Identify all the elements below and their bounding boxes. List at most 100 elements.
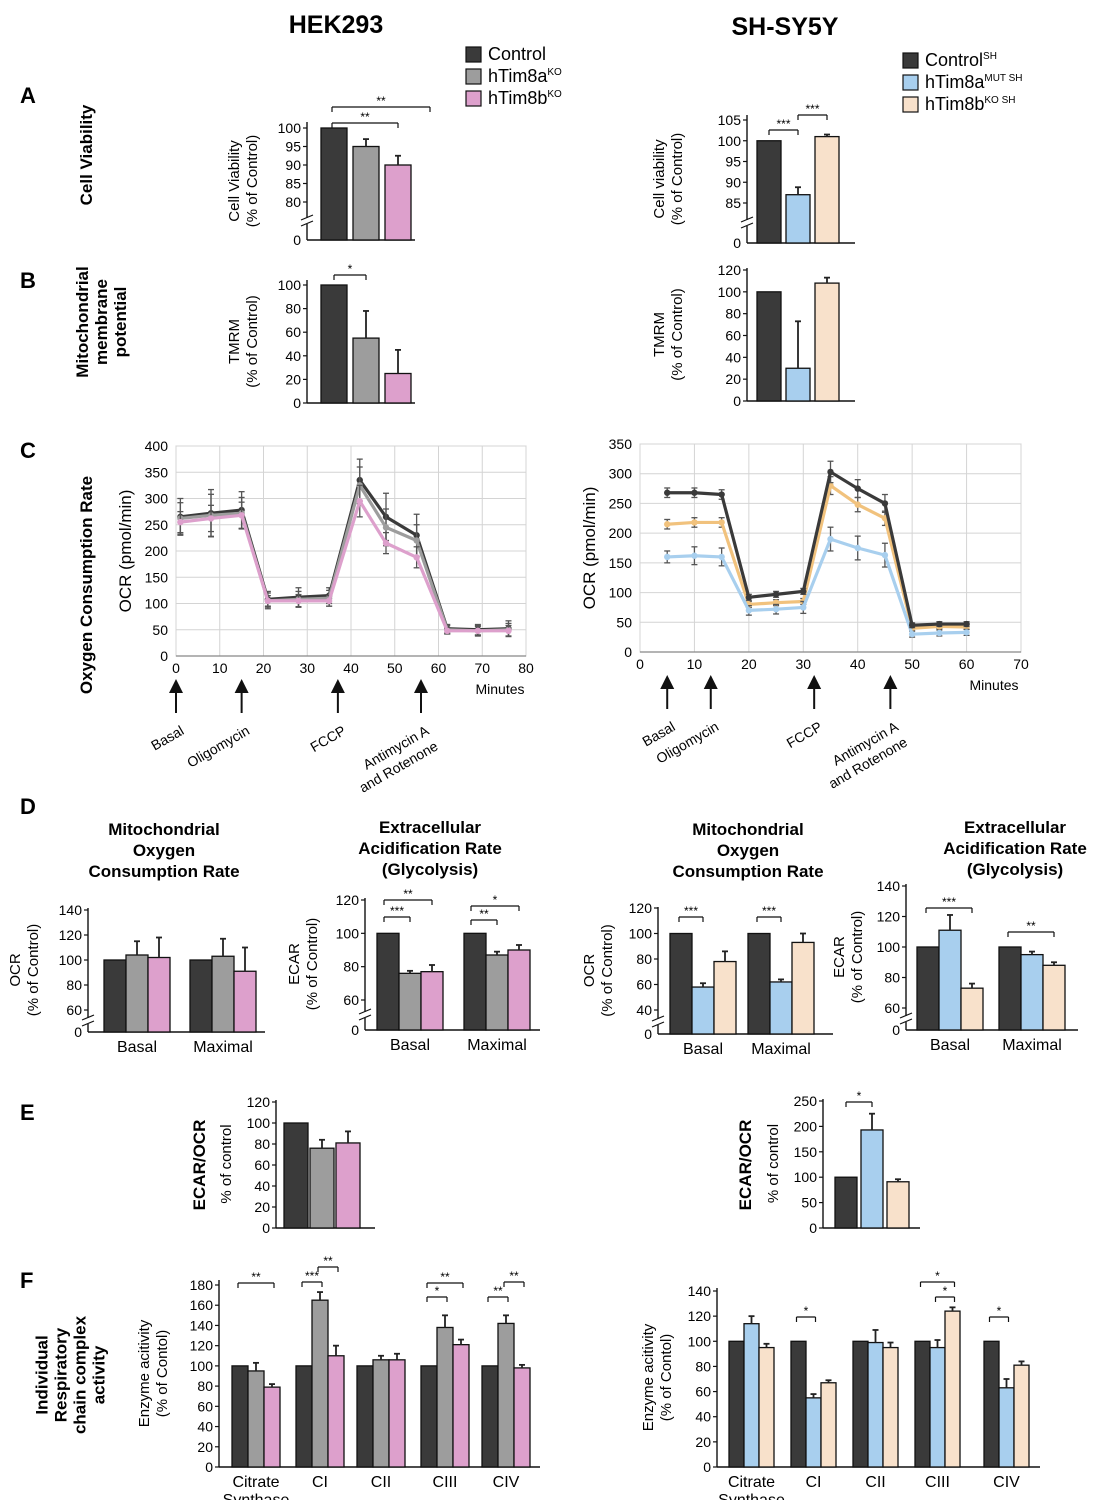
- chart-D4: 0 60 80 100 120 140 ECAR (% of Control) Basal Max…: [831, 818, 1087, 1054]
- significance-label: *: [348, 262, 353, 276]
- y-tick-label: 0: [809, 1220, 817, 1236]
- y-tick-label: 0: [703, 1459, 711, 1475]
- chart-C_right: 0 50 100 150 200 250 300 350 0 10 20 30 40 50 60 70 Minu…: [580, 436, 1029, 792]
- bar: [376, 932, 400, 1031]
- significance-label: **: [403, 887, 413, 901]
- y-axis-title-line: TMRM: [651, 312, 668, 357]
- chart-title-rotated: ECAR/OCR: [190, 1120, 209, 1211]
- category-label: CIV: [993, 1474, 1020, 1491]
- arrow-head: [330, 679, 345, 693]
- series-line: [667, 537, 967, 636]
- series-2: [177, 484, 512, 637]
- series-1: [664, 526, 970, 638]
- legend-item: hTim8aKO: [465, 66, 562, 86]
- y-tick-label: 50: [801, 1195, 817, 1211]
- bar: [747, 932, 771, 1035]
- data-point: [908, 622, 916, 629]
- significance-bracket: **: [237, 1270, 275, 1288]
- series-line: [667, 484, 967, 630]
- y-axis-title: % of control: [765, 1124, 782, 1203]
- significance-label: *: [857, 1089, 862, 1103]
- chart-title: (Glycolysis): [967, 860, 1063, 879]
- y-tick-label: 100: [247, 1115, 271, 1131]
- y-axis-title-line: (% of Contol): [154, 1330, 171, 1418]
- y-tick-label: 350: [145, 464, 169, 480]
- chart-D1: 0 60 80 100 120 140 OCR (% of Control) Basal Maxi…: [7, 820, 265, 1056]
- x-tick-label: 0: [172, 660, 180, 676]
- bar: [384, 372, 412, 404]
- y-tick-label: 80: [884, 970, 900, 986]
- y-axis-title: OCR (pmol/min): [116, 490, 135, 613]
- y-tick-label: 90: [285, 157, 301, 173]
- bar: [929, 1346, 946, 1468]
- significance-label: ***: [776, 117, 790, 131]
- chart-C_left: 0 50 100 150 200 250 300 350 400 0 10 20 30 40 50 60 70 8…: [116, 438, 534, 796]
- significance-bracket: ***: [797, 102, 828, 120]
- axis-break-mark: [651, 1021, 665, 1028]
- category-label: Basal: [930, 1037, 970, 1054]
- bar: [882, 1346, 899, 1468]
- y-axis-title: OCR (% of Control): [7, 924, 42, 1017]
- y-axis-title-line: ECAR: [286, 943, 303, 985]
- y-tick-label: 20: [197, 1439, 213, 1455]
- chart-F_right: 0 20 40 60 80 100 120 140 Enzyme acitivity (% of …: [640, 1269, 1040, 1500]
- significance-label: ***: [390, 904, 404, 918]
- axis-break-gap: [899, 1016, 913, 1022]
- legend-item: Control: [465, 44, 546, 64]
- data-point: [664, 489, 671, 496]
- bar: [790, 1340, 807, 1468]
- y-axis-title: OCR (% of Control): [581, 924, 616, 1017]
- y-tick-label: 250: [794, 1093, 818, 1109]
- y-tick-label: 100: [336, 925, 360, 941]
- y-tick-label: 100: [718, 284, 742, 300]
- significance-bracket: *: [795, 1304, 817, 1322]
- bar: [691, 986, 715, 1035]
- data-point: [382, 539, 390, 547]
- chart-title: Consumption Rate: [88, 862, 239, 881]
- significance-label: **: [251, 1270, 261, 1284]
- y-tick-label: 0: [351, 1022, 359, 1038]
- y-axis-title-line: (% of Control): [244, 295, 261, 388]
- data-point: [718, 519, 725, 526]
- axis-break-gap: [300, 218, 314, 224]
- significance-bracket: *: [988, 1304, 1010, 1322]
- category-label: Citrate: [728, 1474, 775, 1491]
- data-point: [936, 629, 943, 637]
- legend-swatch: [902, 52, 919, 69]
- y-tick-label: 0: [160, 648, 168, 664]
- data-point: [936, 620, 943, 628]
- arrow-head: [703, 675, 718, 689]
- y-axis-title: % of control: [218, 1124, 235, 1203]
- significance-label: **: [323, 1254, 333, 1268]
- arrow-head: [807, 675, 822, 689]
- y-tick-label: 40: [254, 1178, 270, 1194]
- data-point: [800, 604, 807, 611]
- legend-swatch: [902, 96, 919, 113]
- y-tick-label: 250: [609, 495, 633, 511]
- row-label-respiratory-chain-line: Respiratory: [51, 1327, 70, 1422]
- arrow-head: [414, 679, 428, 693]
- bar: [352, 145, 380, 241]
- y-axis-title: OCR (pmol/min): [580, 487, 599, 610]
- category-label: CIII: [925, 1474, 950, 1491]
- bar: [852, 1340, 869, 1468]
- data-point: [854, 501, 861, 508]
- data-point: [356, 497, 363, 505]
- category-label: Synthase: [718, 1492, 785, 1500]
- bar: [914, 1340, 931, 1468]
- y-tick-label: 80: [636, 951, 652, 967]
- y-tick-label: 150: [794, 1144, 818, 1160]
- row-label-membrane-potential: Mitochondrial membrane potential: [73, 266, 130, 377]
- legend-item: ControlSH: [902, 50, 997, 70]
- bar: [814, 135, 840, 244]
- significance-bracket: *: [845, 1089, 873, 1107]
- y-tick-label: 120: [247, 1094, 271, 1110]
- data-point: [325, 597, 333, 605]
- y-tick-label: 60: [254, 1157, 270, 1173]
- y-tick-label: 90: [725, 174, 741, 190]
- bar: [189, 959, 213, 1033]
- chart-title: Mitochondrial: [108, 820, 219, 839]
- data-point: [474, 627, 482, 634]
- data-point: [881, 500, 889, 507]
- row-label-cell-viability-line: Cell Viability: [77, 104, 96, 205]
